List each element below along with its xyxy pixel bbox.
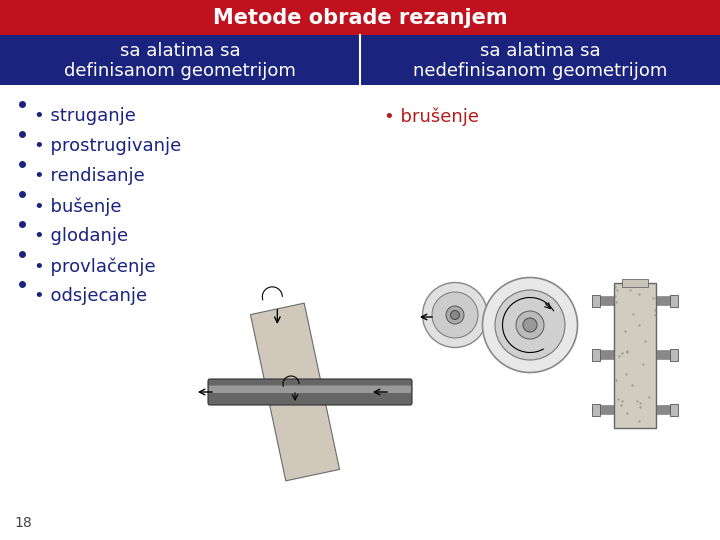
Ellipse shape	[432, 292, 478, 338]
Ellipse shape	[451, 310, 459, 320]
Polygon shape	[251, 303, 340, 481]
Text: • provlačenje: • provlačenje	[34, 257, 156, 275]
Text: • glodanje: • glodanje	[34, 227, 128, 245]
Bar	[592, 294, 600, 307]
Ellipse shape	[423, 282, 487, 348]
Text: Metode obrade rezanjem: Metode obrade rezanjem	[212, 8, 508, 28]
Bar	[592, 403, 600, 415]
Bar	[0, 0, 720, 35]
Text: • bušenje: • bušenje	[34, 197, 122, 215]
Ellipse shape	[523, 318, 537, 332]
Text: • odsjecanje: • odsjecanje	[34, 287, 147, 305]
FancyBboxPatch shape	[622, 279, 648, 287]
Ellipse shape	[495, 290, 565, 360]
FancyBboxPatch shape	[614, 282, 656, 428]
Text: • prostrugivanje: • prostrugivanje	[34, 137, 181, 155]
Text: sa alatima sa: sa alatima sa	[120, 42, 240, 60]
Text: definisanom geometrijom: definisanom geometrijom	[64, 62, 296, 80]
Bar	[0, 35, 360, 85]
Text: sa alatima sa: sa alatima sa	[480, 42, 600, 60]
Text: • rendisanje: • rendisanje	[34, 167, 145, 185]
Text: 18: 18	[14, 516, 32, 530]
FancyBboxPatch shape	[208, 379, 412, 405]
Bar	[670, 294, 678, 307]
Bar	[670, 403, 678, 415]
Text: nedefinisanom geometrijom: nedefinisanom geometrijom	[413, 62, 667, 80]
Ellipse shape	[446, 306, 464, 324]
Bar	[592, 349, 600, 361]
Ellipse shape	[516, 311, 544, 339]
Bar	[360, 35, 720, 85]
Text: • brušenje: • brušenje	[384, 107, 479, 125]
FancyBboxPatch shape	[209, 386, 411, 393]
Text: • struganje: • struganje	[34, 107, 136, 125]
Ellipse shape	[482, 278, 577, 373]
Bar	[670, 349, 678, 361]
